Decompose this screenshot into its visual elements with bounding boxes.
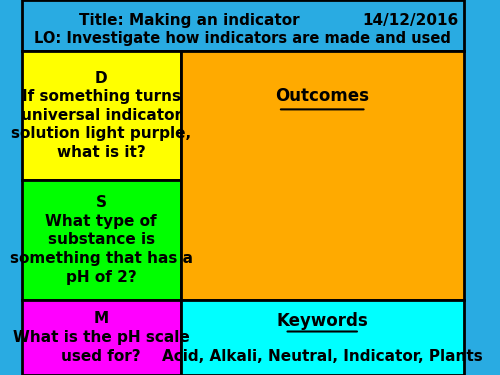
Text: LO: Investigate how indicators are made and used: LO: Investigate how indicators are made … [34, 32, 451, 46]
Text: M
What is the pH scale
used for?: M What is the pH scale used for? [13, 311, 190, 364]
Text: Outcomes: Outcomes [275, 87, 369, 105]
Text: Keywords: Keywords [276, 312, 368, 330]
Text: Title: Making an indicator: Title: Making an indicator [80, 13, 300, 28]
FancyBboxPatch shape [181, 51, 464, 300]
Text: S
What type of
substance is
something that has a
pH of 2?: S What type of substance is something th… [10, 195, 193, 285]
FancyBboxPatch shape [22, 180, 181, 300]
Text: 14/12/2016: 14/12/2016 [362, 13, 458, 28]
FancyBboxPatch shape [181, 300, 464, 375]
FancyBboxPatch shape [22, 0, 464, 51]
FancyBboxPatch shape [22, 300, 181, 375]
Text: D
If something turns
universal indicator
solution light purple,
what is it?: D If something turns universal indicator… [11, 70, 192, 160]
FancyBboxPatch shape [22, 51, 181, 180]
Text: Acid, Alkali, Neutral, Indicator, Plants: Acid, Alkali, Neutral, Indicator, Plants [162, 349, 482, 364]
